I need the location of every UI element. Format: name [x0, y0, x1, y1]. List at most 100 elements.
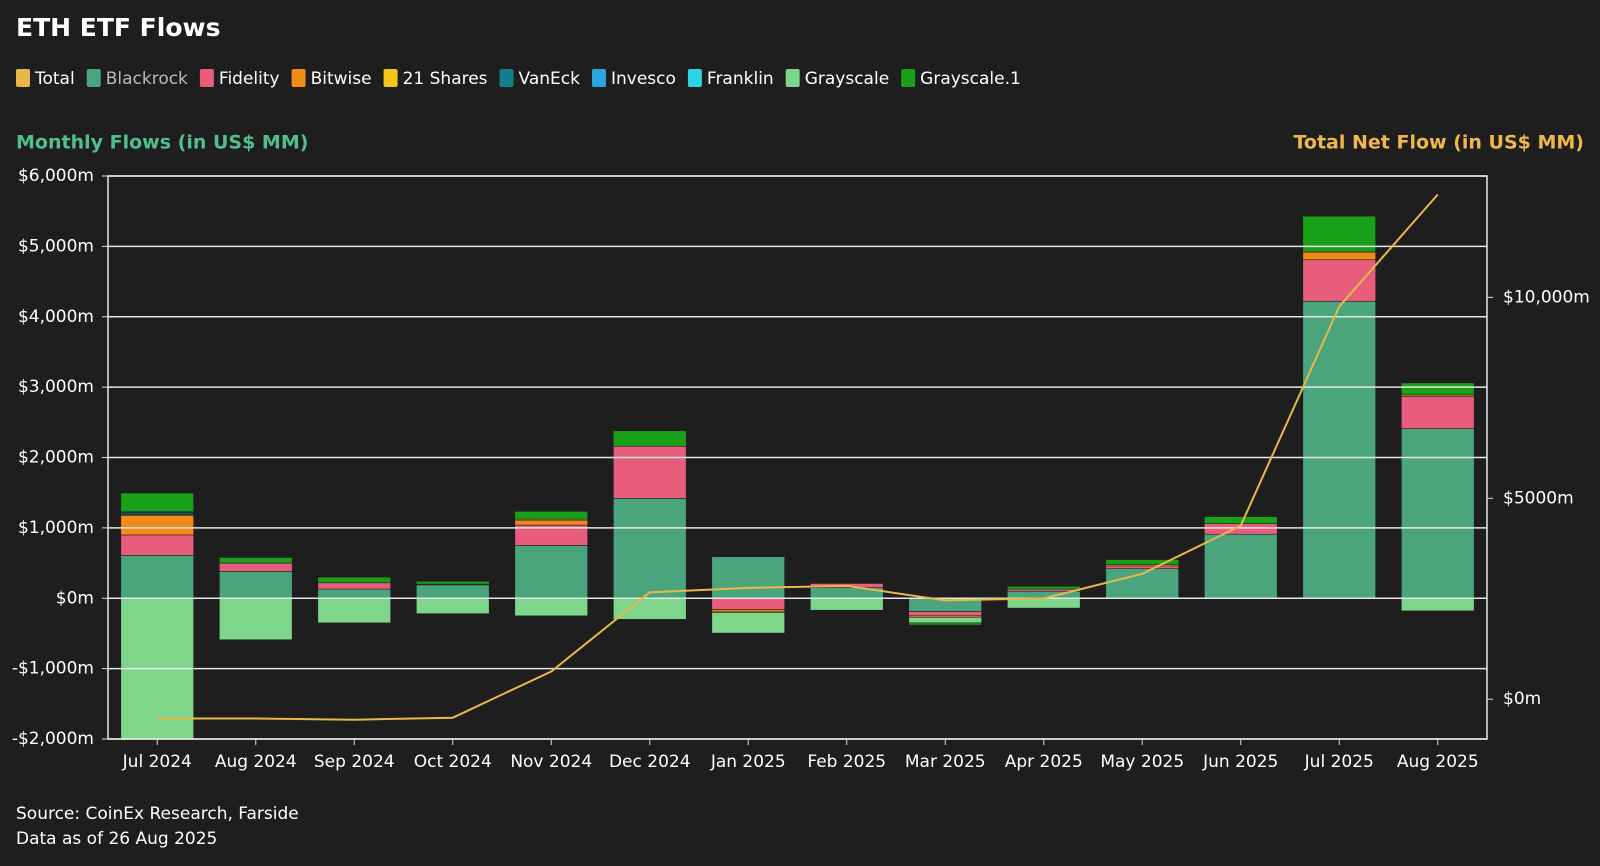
bar [120, 492, 194, 512]
bar [613, 430, 687, 447]
y-tick-label: $0m [56, 588, 94, 608]
legend-swatch[interactable] [199, 69, 214, 87]
bar [613, 597, 687, 620]
y-tick-label: $6,000m [18, 166, 94, 186]
bar [1401, 382, 1475, 396]
bars [120, 215, 1475, 739]
plot-frame [107, 175, 1488, 740]
legend-swatch[interactable] [16, 69, 30, 87]
bar [613, 498, 687, 599]
bar [711, 556, 785, 599]
y-tick-label: $1,000m [18, 518, 94, 538]
x-tick-label: Feb 2025 [807, 752, 886, 772]
bar [219, 597, 293, 641]
x-tick-label: Jul 2025 [1304, 752, 1374, 772]
y-axis-label: Monthly Flows (in US$ MM) [16, 132, 308, 154]
bar [120, 515, 194, 536]
x-tick-label: Mar 2025 [905, 752, 986, 772]
x-tick-label: Apr 2025 [1005, 752, 1083, 772]
bar [1302, 215, 1376, 252]
bar [1401, 395, 1475, 429]
x-tick-label: Jul 2024 [122, 752, 192, 772]
x-tick-label: Aug 2025 [1397, 752, 1479, 772]
bar [810, 597, 884, 611]
legend-label[interactable]: Grayscale.1 [920, 69, 1021, 89]
bar [908, 622, 982, 626]
legend-swatch[interactable] [785, 69, 800, 87]
chart-title: ETH ETF Flows [16, 13, 220, 42]
bar [416, 581, 490, 585]
bar [317, 597, 391, 624]
legend-swatch[interactable] [687, 69, 702, 87]
bar [416, 597, 490, 615]
x-tick-label: May 2025 [1100, 752, 1184, 772]
bar [1302, 300, 1376, 599]
bar [1105, 559, 1179, 565]
y2-axis-label: Total Net Flow (in US$ MM) [1293, 132, 1584, 154]
y-tick-label: $4,000m [18, 307, 94, 327]
bar [514, 545, 588, 599]
bar [514, 597, 588, 617]
bar [908, 616, 982, 624]
bar [1302, 252, 1376, 261]
legend-label[interactable]: Bitwise [311, 69, 372, 89]
x-tick-label: Sep 2024 [314, 752, 395, 772]
legend-label[interactable]: Fidelity [219, 69, 280, 89]
x-tick-label: Nov 2024 [510, 752, 592, 772]
bar [1204, 516, 1278, 524]
bar [317, 588, 391, 599]
legend-label[interactable]: Grayscale [805, 69, 889, 89]
bar [1401, 428, 1475, 599]
source-note: Source: CoinEx Research, Farside [16, 804, 299, 824]
y-tick-label: $3,000m [18, 377, 94, 397]
legend-label[interactable]: 21 Shares [403, 69, 488, 89]
bar [120, 555, 194, 599]
legend-label[interactable]: VanEck [519, 69, 581, 89]
legend-label[interactable]: Blackrock [106, 69, 188, 89]
bar [908, 611, 982, 617]
legend-label[interactable]: Invesco [611, 69, 676, 89]
bar [317, 576, 391, 584]
y-tick-label: -$2,000m [12, 729, 94, 749]
bar [317, 582, 391, 590]
legend-label[interactable]: Total [34, 69, 75, 89]
y-tick-label: $5,000m [18, 236, 94, 256]
y2-tick-label: $10,000m [1503, 287, 1590, 307]
bar [514, 511, 588, 520]
y-tick-label: -$1,000m [12, 659, 94, 679]
x-tick-label: Jun 2025 [1202, 752, 1278, 772]
y-tick-label: $2,000m [18, 448, 94, 468]
x-tick-label: Jan 2025 [710, 752, 786, 772]
bar [1302, 259, 1376, 302]
x-tick-label: Dec 2024 [609, 752, 691, 772]
bar [1105, 565, 1179, 569]
bar [711, 612, 785, 634]
legend-swatch[interactable] [901, 69, 916, 87]
bar [1007, 588, 1081, 592]
bar [514, 519, 588, 526]
bar [219, 571, 293, 599]
bar [219, 557, 293, 564]
total-line [157, 193, 1439, 721]
x-tick-label: Oct 2024 [414, 752, 492, 772]
date-note: Data as of 26 Aug 2025 [16, 829, 217, 849]
bar [120, 534, 194, 556]
x-tick-label: Aug 2024 [215, 752, 297, 772]
legend-label[interactable]: Franklin [707, 69, 774, 89]
bar [711, 597, 785, 610]
legend-swatch[interactable] [291, 69, 306, 87]
y2-tick-label: $0m [1503, 689, 1541, 709]
bar [1007, 585, 1081, 590]
legend-swatch[interactable] [383, 69, 398, 87]
legend-swatch[interactable] [499, 69, 514, 87]
bar [613, 445, 687, 499]
bar [1401, 597, 1475, 612]
bar [416, 584, 490, 599]
bar [1204, 533, 1278, 599]
y2-tick-label: $5000m [1503, 488, 1574, 508]
legend-swatch[interactable] [591, 69, 606, 87]
legend-swatch[interactable] [86, 69, 101, 87]
bar [219, 562, 293, 572]
